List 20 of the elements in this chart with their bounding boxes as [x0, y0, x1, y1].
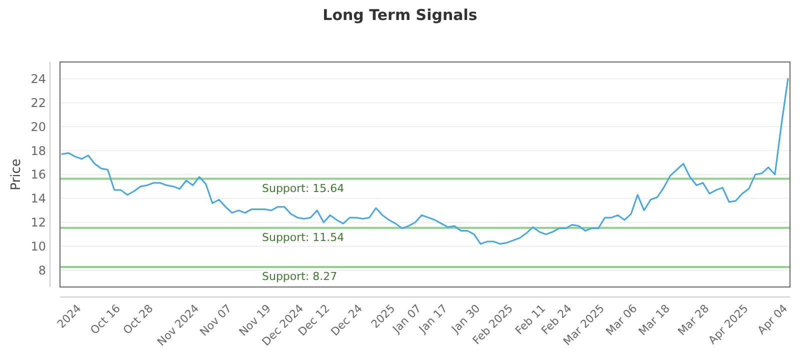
y-tick-label: 18 [30, 144, 46, 158]
x-tick-label: Dec 24 [328, 302, 365, 339]
y-tick-label: 22 [30, 96, 46, 110]
chart-title: Long Term Signals [322, 6, 478, 24]
y-tick-label: 10 [30, 240, 46, 254]
ref-line-label: Support: 15.64 [262, 182, 344, 195]
x-tick-label: Nov 07 [197, 302, 234, 339]
y-tick-label: 8 [38, 263, 46, 278]
y-tick-label: 20 [30, 120, 46, 134]
y-tick-label: 16 [30, 168, 46, 182]
line-series [61, 78, 789, 245]
ref-line-label: Support: 11.54 [262, 230, 344, 244]
y-tick-label: 12 [30, 216, 46, 230]
ref-line-label: Support: 8.27 [262, 270, 338, 284]
x-tick-label: Oct 28 [120, 302, 156, 337]
x-tick-label: Oct 16 [88, 302, 123, 337]
x-tick-label: Apr 04 [755, 302, 790, 337]
y-tick-label: 14 [30, 192, 46, 206]
y-axis-title: Price [9, 158, 24, 190]
y-tick-label: 24 [30, 72, 46, 86]
